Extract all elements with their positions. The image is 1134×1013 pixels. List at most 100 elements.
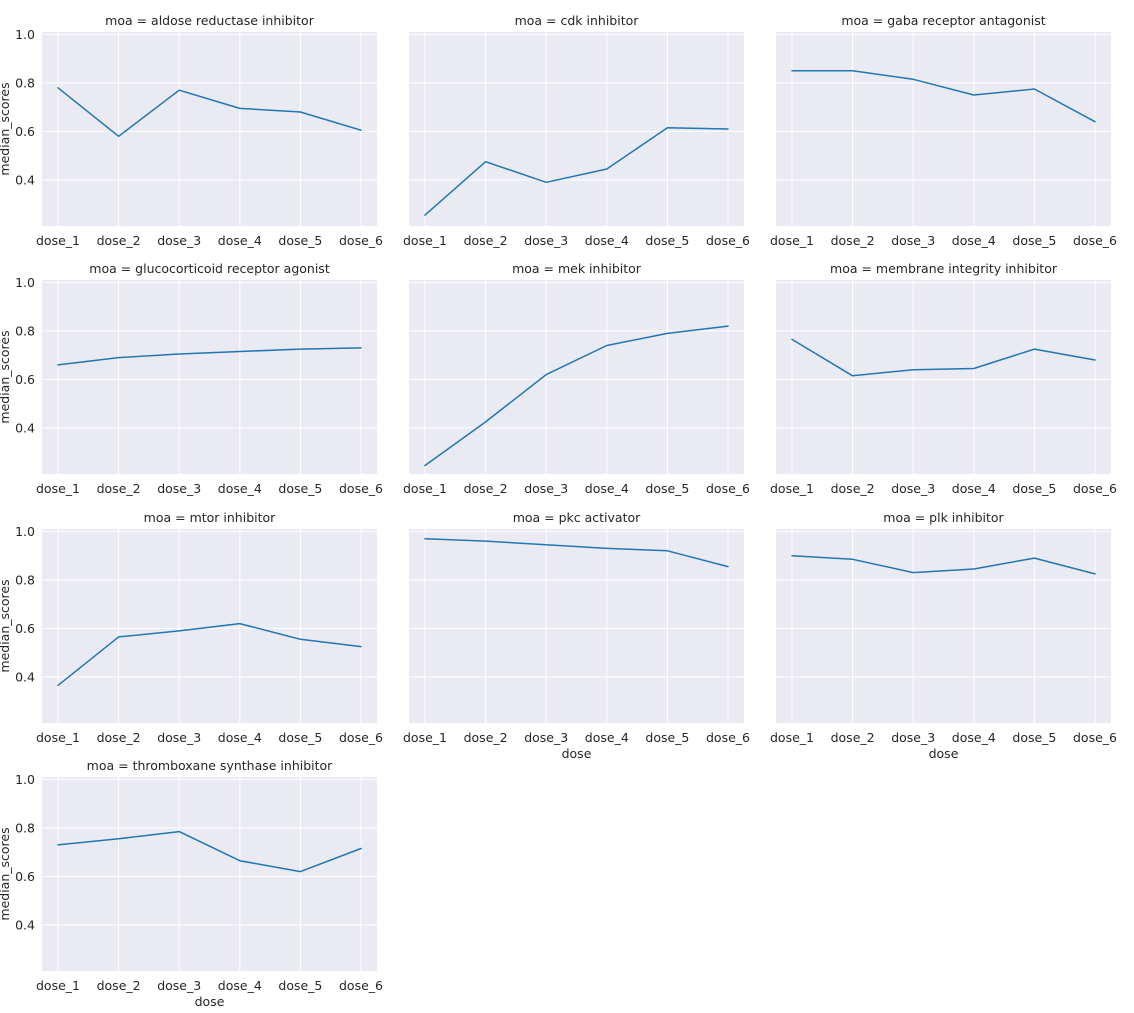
x-tick-label: dose_3 [157, 233, 201, 248]
x-tick-label: dose_4 [218, 481, 262, 496]
y-tick-label: 0.4 [15, 172, 35, 187]
y-tick-label: 1.0 [15, 275, 35, 290]
panel-title-7: moa = mtor inhibitor [144, 510, 276, 525]
y-tick-label: 0.8 [15, 820, 35, 835]
panel-background-8 [409, 529, 744, 723]
x-tick-label: dose_5 [1012, 730, 1056, 745]
x-tick-label: dose_3 [524, 730, 568, 745]
panel-background-7 [42, 529, 377, 723]
x-tick-label: dose_1 [36, 978, 80, 993]
y-axis-label: median_scores [0, 330, 12, 423]
panel-title-10: moa = thromboxane synthase inhibitor [87, 758, 333, 773]
x-tick-label: dose_5 [1012, 233, 1056, 248]
panel-title-1: moa = aldose reductase inhibitor [105, 13, 315, 28]
x-tick-label: dose_1 [770, 730, 814, 745]
panel-background-2 [409, 32, 744, 226]
x-tick-label: dose_3 [891, 481, 935, 496]
series-line-3 [791, 70, 1096, 123]
x-tick-label: dose_6 [1073, 730, 1117, 745]
panel-background-10 [42, 777, 377, 971]
x-tick-label: dose_3 [891, 730, 935, 745]
series-line-9 [791, 554, 1096, 575]
x-tick-label: dose_4 [952, 481, 996, 496]
x-tick-label: dose_1 [36, 730, 80, 745]
y-tick-label: 0.4 [15, 420, 35, 435]
y-tick-label: 0.6 [15, 869, 35, 884]
panel-title-2: moa = cdk inhibitor [515, 13, 640, 28]
x-tick-label: dose_4 [952, 730, 996, 745]
y-axis-label: median_scores [0, 579, 12, 672]
panel-background-3 [776, 32, 1111, 226]
panel-background-1 [42, 32, 377, 226]
y-tick-label: 0.8 [15, 323, 35, 338]
x-tick-label: dose_2 [97, 233, 141, 248]
panel-background-5 [409, 280, 744, 474]
x-tick-label: dose_5 [278, 481, 322, 496]
panel-title-9: moa = plk inhibitor [883, 510, 1004, 525]
y-tick-label: 0.8 [15, 75, 35, 90]
x-tick-label: dose_2 [464, 233, 508, 248]
series-line-8 [424, 537, 729, 568]
x-tick-label: dose_5 [1012, 481, 1056, 496]
x-tick-label: dose_4 [585, 233, 629, 248]
x-tick-label: dose_3 [157, 978, 201, 993]
y-tick-label: 0.6 [15, 372, 35, 387]
y-axis-label: median_scores [0, 827, 12, 920]
x-tick-label: dose_6 [706, 233, 750, 248]
y-tick-label: 0.4 [15, 917, 35, 932]
series-line-6 [791, 338, 1096, 377]
x-tick-label: dose_6 [339, 481, 383, 496]
x-tick-label: dose_2 [97, 978, 141, 993]
x-tick-label: dose_3 [157, 481, 201, 496]
x-tick-label: dose_3 [157, 730, 201, 745]
series-line-4 [57, 347, 362, 366]
x-tick-label: dose_2 [831, 730, 875, 745]
x-tick-label: dose_4 [218, 730, 262, 745]
x-tick-label: dose_6 [706, 481, 750, 496]
x-tick-label: dose_2 [97, 481, 141, 496]
x-tick-label: dose_6 [339, 233, 383, 248]
series-line-2 [424, 127, 729, 216]
x-axis-label: dose [929, 746, 959, 761]
y-tick-label: 0.6 [15, 621, 35, 636]
panel-background-4 [42, 280, 377, 474]
y-tick-label: 0.6 [15, 124, 35, 139]
x-tick-label: dose_6 [339, 978, 383, 993]
x-tick-label: dose_1 [770, 233, 814, 248]
series-line-1 [57, 87, 362, 138]
x-tick-label: dose_2 [831, 233, 875, 248]
x-tick-label: dose_3 [524, 481, 568, 496]
panel-background-6 [776, 280, 1111, 474]
x-tick-label: dose_5 [645, 233, 689, 248]
y-tick-label: 0.8 [15, 572, 35, 587]
x-tick-label: dose_1 [770, 481, 814, 496]
x-tick-label: dose_5 [278, 233, 322, 248]
y-tick-label: 1.0 [15, 524, 35, 539]
y-tick-label: 1.0 [15, 27, 35, 42]
x-tick-label: dose_1 [36, 233, 80, 248]
y-axis-label: median_scores [0, 82, 12, 175]
panel-title-6: moa = membrane integrity inhibitor [830, 261, 1058, 276]
x-tick-label: dose_6 [339, 730, 383, 745]
x-tick-label: dose_1 [403, 481, 447, 496]
x-tick-label: dose_4 [952, 233, 996, 248]
x-tick-label: dose_4 [585, 730, 629, 745]
x-tick-label: dose_2 [97, 730, 141, 745]
x-tick-label: dose_2 [831, 481, 875, 496]
series-line-5 [424, 325, 729, 467]
x-axis-label: dose [195, 994, 225, 1008]
x-tick-label: dose_4 [218, 233, 262, 248]
panel-title-5: moa = mek inhibitor [512, 261, 642, 276]
x-tick-label: dose_1 [403, 233, 447, 248]
panel-background-9 [776, 529, 1111, 723]
series-line-7 [57, 622, 362, 687]
x-tick-label: dose_3 [524, 233, 568, 248]
y-tick-label: 0.4 [15, 669, 35, 684]
x-tick-label: dose_2 [464, 481, 508, 496]
x-tick-label: dose_2 [464, 730, 508, 745]
x-axis-label: dose [562, 746, 592, 761]
x-tick-label: dose_6 [706, 730, 750, 745]
panel-title-3: moa = gaba receptor antagonist [841, 13, 1045, 28]
x-tick-label: dose_3 [891, 233, 935, 248]
